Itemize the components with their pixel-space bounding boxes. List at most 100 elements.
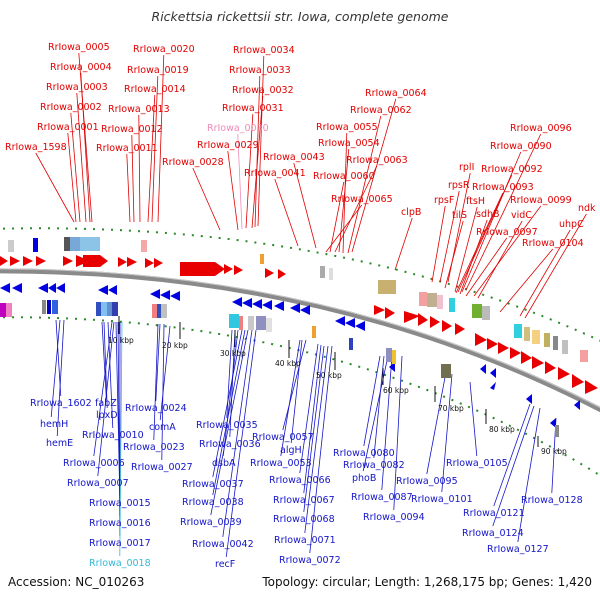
reverse-gene <box>12 283 22 293</box>
feature-box <box>8 240 14 252</box>
bottom-gene-label: fabZ <box>95 398 117 409</box>
forward-gene <box>558 367 570 380</box>
top-label-connector <box>126 153 131 223</box>
top-label-connector <box>227 150 239 231</box>
top-gene-label: RrIowa_0019 <box>127 65 189 76</box>
bottom-gene-label: RrIowa_0121 <box>463 508 525 519</box>
feature-box <box>141 240 147 252</box>
feature-box <box>555 425 559 437</box>
bottom-label-connector <box>280 339 301 457</box>
bottom-gene-label: RrIowa_0036 <box>199 439 261 450</box>
top-gene-label: RrIowa_0020 <box>133 44 195 55</box>
forward-gene <box>224 264 233 274</box>
top-label-connector <box>147 94 156 223</box>
top-label-connector <box>519 229 571 317</box>
feature-box <box>553 336 558 350</box>
forward-gene <box>118 257 127 267</box>
feature-box <box>392 350 396 364</box>
top-label-connector <box>254 75 261 228</box>
feature-box <box>580 350 588 362</box>
forward-gene <box>455 323 465 335</box>
forward-gene <box>545 361 556 374</box>
bottom-label-connector <box>441 373 453 493</box>
top-label-connector <box>439 190 460 283</box>
summary-text: Topology: circular; Length: 1,268,175 bp… <box>262 575 592 589</box>
bottom-gene-label: RrIowa_0072 <box>279 555 341 566</box>
feature-box <box>157 304 161 318</box>
bottom-gene-label: RrIowa_0068 <box>273 514 335 525</box>
kbp-label: 10 kbp <box>108 336 134 345</box>
top-label-connector <box>465 133 542 291</box>
feature-box <box>312 326 316 338</box>
forward-gene <box>10 256 20 266</box>
reverse-gene <box>389 362 395 372</box>
forward-gene <box>498 342 509 354</box>
bottom-gene-label: recF <box>215 559 235 570</box>
feature-box <box>52 300 58 314</box>
bottom-label-connector <box>381 355 393 491</box>
top-label-connector <box>351 98 397 253</box>
bottom-label-connector <box>210 329 249 516</box>
top-label-connector <box>457 174 513 293</box>
feature-box <box>544 333 550 347</box>
reverse-feature-boxes <box>0 300 559 437</box>
top-gene-label: RrIowa_0099 <box>510 195 572 206</box>
top-label-connector <box>80 72 91 223</box>
feature-box <box>256 316 266 330</box>
reverse-gene <box>290 303 300 313</box>
reverse-gene <box>242 298 252 308</box>
kbp-label: 70 kbp <box>438 404 464 413</box>
feature-box <box>437 295 443 309</box>
top-label-connector <box>394 217 413 271</box>
map-title: Rickettsia rickettsii str. Iowa, complet… <box>151 9 449 24</box>
forward-gene <box>145 258 154 268</box>
kbp-tick-labels: 10 kbp 20 kbp 30 kbp 40 kbp 50 kbp 60 kb… <box>108 336 567 456</box>
feature-box <box>6 303 12 317</box>
bottom-label-connector <box>107 321 114 429</box>
bottom-gene-label: phoB <box>352 473 376 484</box>
bottom-label-connector <box>229 329 236 438</box>
bottom-gene-label: RrIowa_0042 <box>192 539 254 550</box>
bottom-gene-label: RrIowa_0101 <box>411 494 473 505</box>
forward-gene <box>430 316 440 328</box>
top-label-connector <box>131 134 135 223</box>
top-label-connector <box>477 220 523 299</box>
top-gene-label: ftsH <box>466 196 485 207</box>
feature-box <box>260 254 264 264</box>
bottom-gene-label: RrIowa_0124 <box>462 528 524 539</box>
bottom-label-connector <box>363 355 381 447</box>
feature-box <box>449 298 455 312</box>
bottom-label-connector <box>393 355 403 511</box>
forward-gene <box>23 256 33 266</box>
bottom-label-connector <box>97 321 115 477</box>
bottom-gene-label: RrIowa_0027 <box>131 462 193 473</box>
bottom-gene-label: RrIowa_0095 <box>396 476 458 487</box>
reverse-gene <box>345 318 355 328</box>
top-gene-label: rpsR <box>448 180 470 191</box>
reverse-gene <box>0 283 10 293</box>
forward-gene <box>154 258 163 268</box>
reverse-gene <box>480 364 486 374</box>
top-gene-label: RrIowa_0011 <box>96 143 158 154</box>
forward-strand-features <box>0 255 598 394</box>
top-label-connector <box>257 55 265 227</box>
bottom-label-connector <box>101 321 107 397</box>
bottom-gene-label: RrIowa_0018 <box>89 558 151 569</box>
feature-box <box>248 316 254 330</box>
feature-box <box>96 302 101 316</box>
bottom-gene-label: RrIowa_0080 <box>333 448 395 459</box>
feature-box <box>0 303 6 317</box>
feature-box <box>80 237 100 251</box>
top-gene-label: sdhB <box>476 209 500 220</box>
top-gene-label: ndk <box>578 203 596 214</box>
top-gene-label: RrIowa_0063 <box>346 155 408 166</box>
top-label-connector <box>76 92 87 223</box>
feature-box <box>64 237 70 251</box>
feature-box <box>229 314 239 328</box>
bottom-gene-label: lpxD <box>96 410 118 421</box>
top-label-connector <box>459 219 488 295</box>
bottom-label-connector <box>299 343 319 474</box>
top-gene-label: RrIowa_0002 <box>40 102 102 113</box>
kbp-label: 40 kbp <box>275 359 301 368</box>
bottom-gene-label: hemE <box>46 438 73 449</box>
